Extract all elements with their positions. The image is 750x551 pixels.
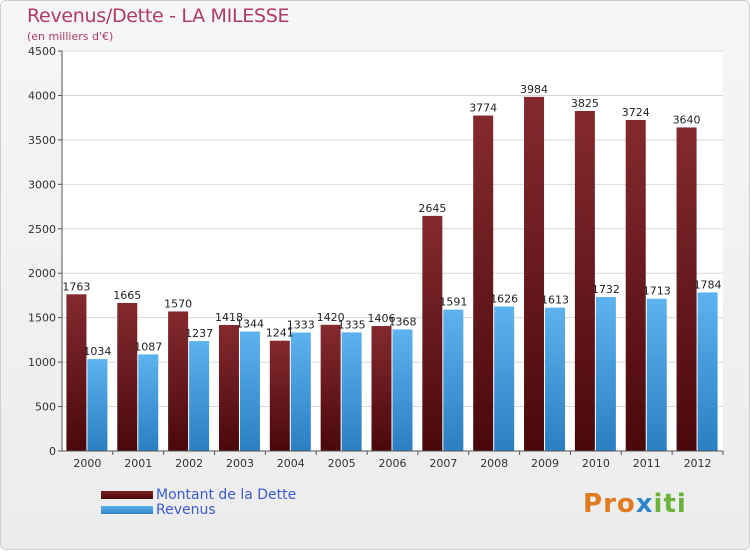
bar-dette — [676, 127, 697, 451]
x-tick-label: 2008 — [480, 457, 508, 470]
proxiti-logo: Proxiti — [583, 489, 687, 519]
bar-revenus — [87, 359, 108, 451]
bar-dette — [66, 294, 87, 451]
bar-revenus — [443, 309, 464, 451]
y-tick-label: 500 — [35, 401, 56, 414]
bar-dette — [168, 311, 189, 451]
data-label-revenus: 1713 — [643, 285, 671, 298]
data-label-revenus: 1613 — [541, 294, 569, 307]
data-label-dette: 3825 — [571, 97, 599, 110]
bar-dette — [371, 326, 392, 451]
bar-revenus — [392, 329, 413, 451]
data-label-dette: 1570 — [164, 297, 192, 310]
bar-dette — [625, 119, 646, 451]
data-label-dette: 1420 — [317, 311, 345, 324]
data-label-revenus: 1626 — [490, 292, 518, 305]
bar-dette — [473, 115, 494, 452]
data-label-dette: 1763 — [62, 280, 90, 293]
bar-dette — [269, 340, 290, 451]
data-label-dette: 1665 — [113, 289, 141, 302]
data-label-revenus: 1333 — [287, 319, 315, 332]
y-tick-label: 4000 — [28, 89, 56, 102]
x-tick-label: 2009 — [531, 457, 559, 470]
data-label-dette: 3984 — [520, 83, 548, 96]
x-tick-label: 2001 — [124, 457, 152, 470]
data-label-revenus: 1335 — [338, 318, 366, 331]
legend-item-dette: Montant de la Dette — [101, 486, 297, 503]
bar-dette — [574, 111, 595, 451]
y-tick-label: 2000 — [28, 267, 56, 280]
x-tick-label: 2011 — [633, 457, 661, 470]
data-label-revenus: 1732 — [592, 283, 620, 296]
data-label-revenus: 1591 — [439, 296, 467, 309]
y-tick-label: 1000 — [28, 356, 56, 369]
bar-revenus — [138, 354, 159, 451]
data-label-dette: 3724 — [622, 106, 650, 119]
data-label-dette: 3774 — [469, 102, 497, 115]
x-tick-label: 2004 — [277, 457, 305, 470]
data-label-dette: 1406 — [368, 312, 396, 325]
legend-swatch-dette — [101, 490, 153, 499]
data-label-revenus: 1344 — [236, 318, 264, 331]
x-tick-label: 2003 — [226, 457, 254, 470]
y-tick-label: 3500 — [28, 134, 56, 147]
bar-revenus — [595, 297, 616, 451]
bar-revenus — [697, 292, 718, 451]
bar-dette — [422, 215, 443, 451]
bar-dette — [117, 303, 138, 451]
y-tick-label: 3000 — [28, 178, 56, 191]
y-tick-label: 1500 — [28, 312, 56, 325]
x-tick-label: 2006 — [379, 457, 407, 470]
x-tick-label: 2005 — [328, 457, 356, 470]
bar-revenus — [494, 306, 515, 451]
x-tick-label: 2002 — [175, 457, 203, 470]
data-label-dette: 3640 — [673, 113, 701, 126]
data-label-revenus: 1087 — [134, 340, 162, 353]
bar-revenus — [290, 332, 311, 451]
legend-label-revenus: Revenus — [156, 501, 216, 518]
legend: Montant de la Dette Revenus — [101, 486, 297, 518]
legend-label-dette: Montant de la Dette — [156, 486, 297, 503]
x-tick-label: 2000 — [73, 457, 101, 470]
x-tick-label: 2010 — [582, 457, 610, 470]
bar-revenus — [341, 332, 362, 451]
legend-item-revenus: Revenus — [101, 501, 296, 518]
y-tick-label: 2500 — [28, 223, 56, 236]
legend-swatch-revenus — [101, 505, 153, 514]
data-label-dette: 1418 — [215, 311, 243, 324]
bar-revenus — [239, 331, 260, 451]
bar-revenus — [545, 307, 566, 451]
data-label-revenus: 1034 — [83, 345, 111, 358]
x-tick-label: 2007 — [429, 457, 457, 470]
chart-subtitle: (en milliers d'€) — [27, 30, 114, 43]
bar-revenus — [189, 341, 210, 451]
data-label-dette: 2645 — [418, 202, 446, 215]
data-label-dette: 1241 — [266, 327, 294, 340]
x-tick-label: 2012 — [684, 457, 712, 470]
bar-dette — [320, 324, 341, 451]
data-label-revenus: 1237 — [185, 327, 213, 340]
data-label-revenus: 1368 — [389, 315, 417, 328]
bar-dette — [218, 324, 239, 451]
y-tick-label: 0 — [49, 445, 56, 458]
bar-dette — [524, 96, 545, 451]
y-tick-label: 4500 — [28, 45, 56, 58]
chart-title: Revenus/Dette - LA MILESSE — [27, 5, 290, 27]
bar-revenus — [646, 298, 667, 451]
data-label-revenus: 1784 — [694, 278, 722, 291]
